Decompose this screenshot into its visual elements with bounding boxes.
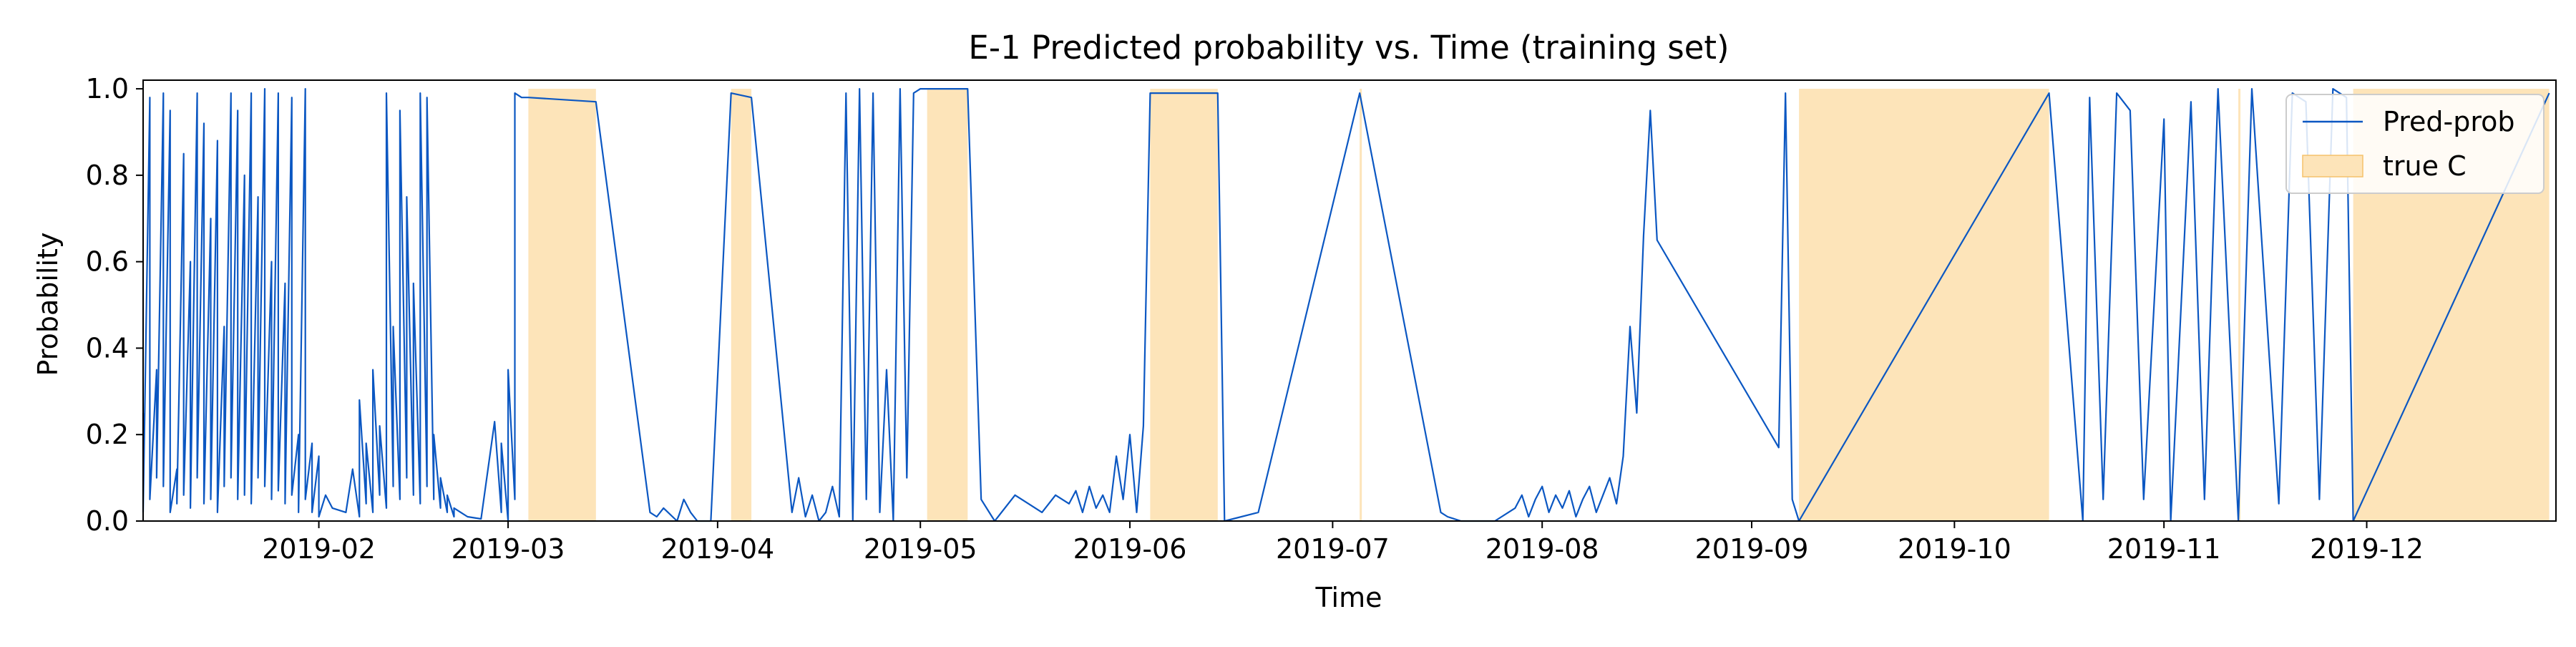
x-tick-label: 2019-02 xyxy=(262,533,376,565)
pred-prob-line-group xyxy=(142,87,2550,522)
y-tick-label: 1.0 xyxy=(86,73,129,104)
legend-label-pred-prob: Pred-prob xyxy=(2383,106,2515,137)
chart-title: E-1 Predicted probability vs. Time (trai… xyxy=(968,29,1729,67)
x-tick-label: 2019-04 xyxy=(660,533,774,565)
true-c-region xyxy=(2238,89,2241,521)
x-tick-label: 2019-10 xyxy=(1898,533,2011,565)
x-tick-label: 2019-09 xyxy=(1695,533,1809,565)
x-axis-label: Time xyxy=(1315,582,1382,613)
y-tick-label: 0.8 xyxy=(86,160,129,191)
legend-patch-swatch xyxy=(2302,155,2363,177)
true-c-region xyxy=(927,89,968,521)
x-tick-label: 2019-03 xyxy=(452,533,565,565)
true-c-region xyxy=(528,89,596,521)
true-c-regions xyxy=(528,89,2550,521)
x-tick-label: 2019-08 xyxy=(1485,533,1599,565)
x-tick-label: 2019-12 xyxy=(2310,533,2424,565)
x-tick-label: 2019-11 xyxy=(2107,533,2221,565)
y-axis-label: Probability xyxy=(32,233,64,376)
x-tick-label: 2019-05 xyxy=(864,533,977,565)
y-tick-label: 0.6 xyxy=(86,246,129,278)
y-tick-label: 0.2 xyxy=(86,419,129,450)
legend: Pred-prob true C xyxy=(2285,94,2545,194)
true-c-region xyxy=(731,89,752,521)
y-tick-label: 0.4 xyxy=(86,332,129,364)
x-tick-label: 2019-07 xyxy=(1276,533,1390,565)
x-axis-ticks: 2019-02 2019-03 2019-04 2019-05 2019-06 2019-… xyxy=(262,521,2424,565)
pred-prob-line xyxy=(142,87,2550,522)
true-c-region xyxy=(1150,89,1218,521)
x-tick-label: 2019-06 xyxy=(1073,533,1187,565)
y-tick-label: 0.0 xyxy=(86,505,129,537)
legend-label-true-c: true C xyxy=(2383,150,2467,182)
axes-frame xyxy=(142,79,2557,522)
y-axis-ticks: 0.0 0.2 0.4 0.6 0.8 1.0 xyxy=(86,73,143,537)
true-c-region xyxy=(1360,89,1362,521)
